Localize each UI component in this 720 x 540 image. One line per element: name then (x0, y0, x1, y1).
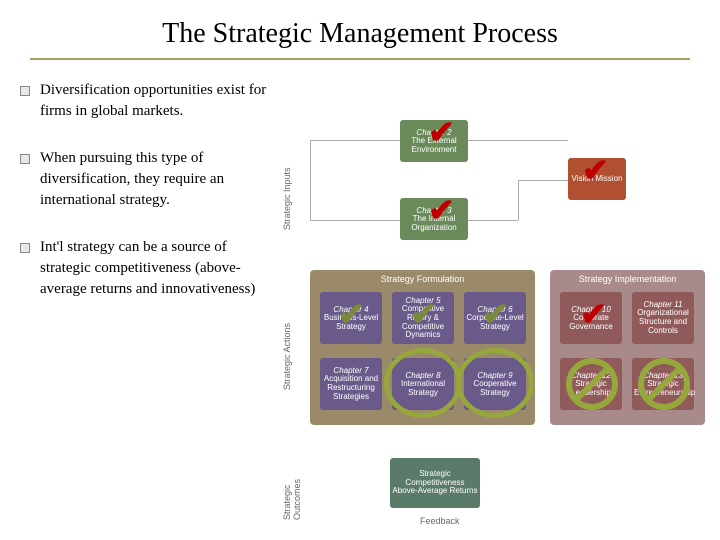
box-label: Strategic Entrepreneurship (634, 380, 692, 398)
bullet-list: Diversification opportunities exist for … (20, 80, 280, 520)
box-ch6: Chapter 6 Corporate-Level Strategy (464, 292, 526, 344)
box-label: Organizational Structure and Controls (634, 309, 692, 335)
box-ch12: Chapter 12 Strategic Leadership (560, 358, 622, 410)
box-ch8: Chapter 8 International Strategy (392, 358, 454, 410)
box-label: International Strategy (394, 380, 452, 398)
connector (468, 220, 518, 221)
connector (310, 140, 400, 141)
bullet-icon (20, 154, 30, 164)
connector (518, 180, 568, 181)
box-label: The External Environment (402, 137, 466, 155)
box-label: Vision Mission (570, 175, 624, 184)
content-row: Diversification opportunities exist for … (0, 80, 720, 520)
box-ch2: Chapter 2 The External Environment (400, 120, 468, 162)
box-ch13: Chapter 13 Strategic Entrepreneurship (632, 358, 694, 410)
box-ch5: Chapter 5 Competitive Rivalry & Competit… (392, 292, 454, 344)
feedback-label: Feedback (420, 516, 460, 526)
connector (310, 140, 311, 220)
list-item: Diversification opportunities exist for … (20, 80, 270, 122)
box-outcomes: Strategic Competitiveness Above-Average … (390, 458, 480, 508)
box-label: Corporate Governance (562, 314, 620, 332)
box-ch11: Chapter 11 Organizational Structure and … (632, 292, 694, 344)
box-label: Cooperative Strategy (466, 380, 524, 398)
bullet-text: Int'l strategy can be a source of strate… (40, 237, 270, 300)
vlabel-outcomes: Strategic Outcomes (282, 450, 302, 520)
box-ch4: Chapter 4 Business-Level Strategy (320, 292, 382, 344)
connector (468, 140, 568, 141)
section-formulation-label: Strategy Formulation (310, 274, 535, 284)
bullet-icon (20, 243, 30, 253)
bullet-text: When pursuing this type of diversificati… (40, 148, 270, 211)
page-title: The Strategic Management Process (0, 0, 720, 58)
box-label: Acquisition and Restructuring Strategies (322, 375, 380, 401)
box-label: Strategic Leadership (562, 380, 620, 398)
list-item: Int'l strategy can be a source of strate… (20, 237, 270, 300)
vlabel-actions: Strategic Actions (282, 280, 292, 390)
list-item: When pursuing this type of diversificati… (20, 148, 270, 211)
title-underline (30, 58, 690, 60)
box-label: The Internal Organization (402, 215, 466, 233)
connector (310, 220, 400, 221)
box-label: Strategic Competitiveness Above-Average … (392, 470, 478, 496)
diagram-area: Strategic Inputs Strategic Actions Strat… (280, 80, 700, 520)
box-label: Competitive Rivalry & Competitive Dynami… (394, 305, 452, 340)
connector (518, 180, 519, 220)
box-label: Business-Level Strategy (322, 314, 380, 332)
vlabel-inputs: Strategic Inputs (282, 120, 292, 230)
bullet-text: Diversification opportunities exist for … (40, 80, 270, 122)
section-implementation-label: Strategy Implementation (550, 274, 705, 284)
diagram: Strategic Inputs Strategic Actions Strat… (280, 80, 700, 520)
bullet-icon (20, 86, 30, 96)
box-label: Corporate-Level Strategy (466, 314, 524, 332)
box-vision: Vision Mission (568, 158, 626, 200)
box-ch10: Chapter 10 Corporate Governance (560, 292, 622, 344)
box-ch9: Chapter 9 Cooperative Strategy (464, 358, 526, 410)
box-ch7: Chapter 7 Acquisition and Restructuring … (320, 358, 382, 410)
box-ch3: Chapter 3 The Internal Organization (400, 198, 468, 240)
